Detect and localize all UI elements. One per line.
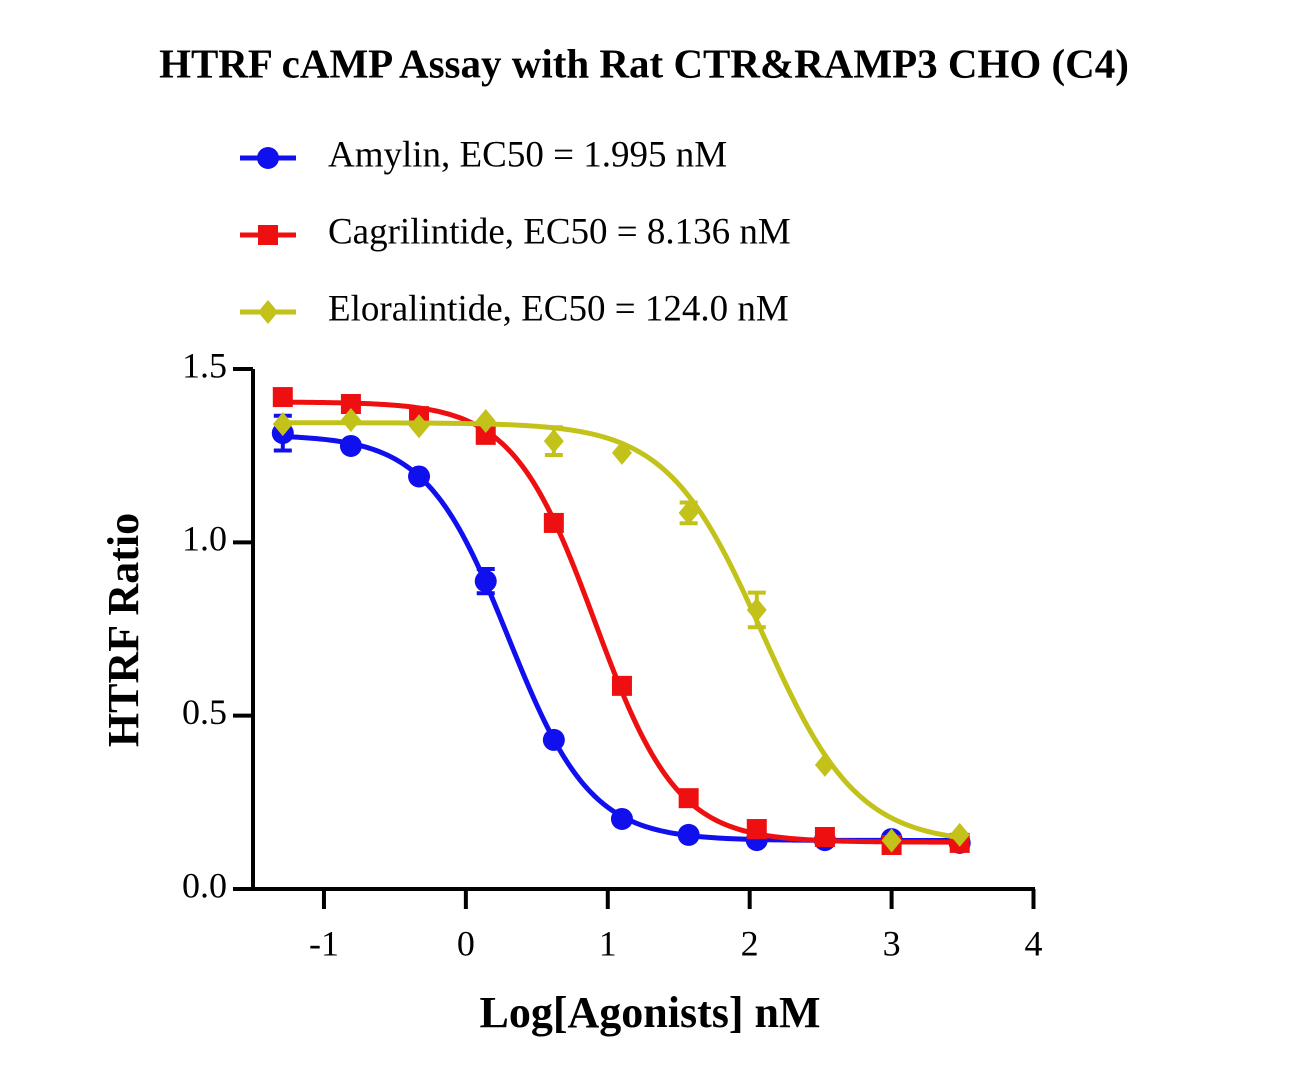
y-tick-label: 1.0 <box>182 519 227 559</box>
x-tick-label: 1 <box>599 923 617 963</box>
data-point <box>272 412 293 437</box>
x-tick-label: 0 <box>457 923 475 963</box>
data-point <box>542 728 565 751</box>
y-tick-label: 0.0 <box>182 865 227 905</box>
data-point <box>475 409 496 433</box>
data-point <box>475 424 496 445</box>
data-point <box>746 597 767 622</box>
legend-label: Amylin, EC50 = 1.995 nM <box>328 134 727 175</box>
data-point <box>408 465 431 488</box>
legend-marker <box>258 225 278 245</box>
data-point <box>677 823 700 846</box>
data-point <box>678 500 699 525</box>
data-point <box>610 807 633 830</box>
y-axis-label: HTRF Ratio <box>99 513 148 747</box>
data-point <box>340 394 361 415</box>
y-tick-label: 1.5 <box>182 345 227 385</box>
chart-title: HTRF cAMP Assay with Rat CTR&RAMP3 CHO (… <box>159 40 1129 86</box>
fit-curve <box>282 420 961 840</box>
data-point <box>543 429 564 454</box>
x-axis-label: Log[Agonists] nM <box>479 988 820 1037</box>
data-point <box>611 440 632 465</box>
x-tick-label: -1 <box>309 923 339 963</box>
legend-marker <box>257 147 279 169</box>
data-point <box>272 387 293 408</box>
data-point <box>340 407 361 432</box>
fit-curve <box>282 434 960 843</box>
data-point <box>881 828 902 853</box>
data-point <box>814 752 835 777</box>
data-point <box>543 512 564 533</box>
x-tick-label: 2 <box>741 923 759 963</box>
fit-curve <box>282 399 960 845</box>
legend-marker <box>258 300 278 324</box>
data-point <box>746 819 767 840</box>
x-tick-label: 3 <box>883 923 901 963</box>
data-point <box>678 788 699 809</box>
data-point <box>474 570 497 593</box>
legend-label: Cagrilintide, EC50 = 8.136 nM <box>328 211 791 252</box>
data-point <box>814 827 835 847</box>
legend-label: Eloralintide, EC50 = 124.0 nM <box>328 288 789 329</box>
data-point <box>409 414 430 439</box>
x-tick-label: 4 <box>1025 923 1043 963</box>
data-point <box>949 822 970 847</box>
data-point <box>611 675 632 696</box>
y-tick-label: 0.5 <box>182 692 227 732</box>
data-point <box>339 434 362 457</box>
